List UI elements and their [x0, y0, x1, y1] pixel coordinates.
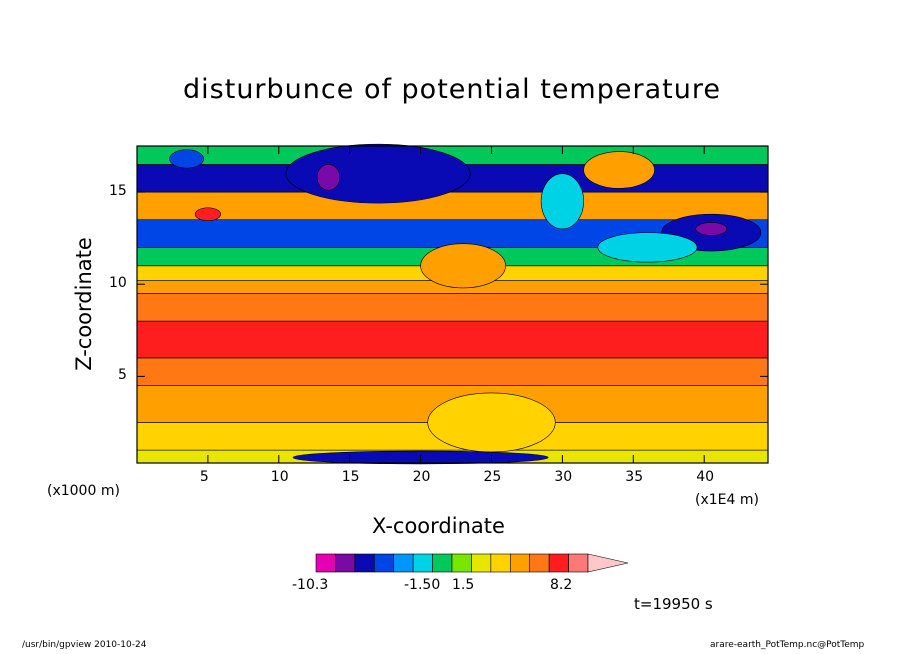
x-tick-label-25: 25	[483, 469, 502, 485]
axis-ticks	[137, 146, 768, 463]
time-label: t=19950 s	[634, 595, 713, 613]
colorbar	[315, 553, 629, 573]
anomaly-9	[427, 392, 556, 453]
colorbar-swatch-4	[393, 553, 414, 573]
x-axis-label: X-coordinate	[372, 514, 505, 538]
colorbar-swatch-3	[373, 553, 395, 573]
footer-source: arare-earth_PotTemp.nc@PotTemp	[710, 640, 865, 650]
colorbar-swatch-13	[568, 553, 589, 573]
colorbar-swatch-6	[432, 553, 453, 573]
anomaly-4	[695, 222, 728, 236]
colorbar-label-2: 1.5	[452, 577, 475, 593]
colorbar-swatch-1	[335, 553, 356, 573]
x-tick-label-5: 5	[199, 469, 209, 485]
x-tick-label-30: 30	[554, 469, 573, 485]
x-tick-label-20: 20	[412, 469, 431, 485]
x-unit-label: (x1000 m)	[47, 483, 120, 499]
anomaly-10	[169, 149, 204, 169]
colorbar-arrow	[587, 553, 629, 573]
temperature-field	[136, 145, 769, 464]
field-layer-3	[136, 357, 769, 386]
colorbar-swatch-10	[509, 553, 531, 573]
x-tick-label-35: 35	[625, 469, 644, 485]
colorbar-swatch-12	[548, 553, 569, 573]
field-layer-4	[136, 320, 769, 359]
x-tick-label-10: 10	[270, 469, 289, 485]
anomaly-11	[540, 173, 584, 230]
anomaly-0	[285, 143, 471, 204]
colorbar-swatch-11	[529, 553, 550, 573]
y-tick-label-15: 15	[109, 183, 127, 200]
temperature-anomalies	[169, 143, 762, 465]
field-layer-5	[136, 293, 769, 322]
x-unit-label-secondary: (x1E4 m)	[695, 492, 759, 508]
x-tick-label-15: 15	[341, 469, 360, 485]
chart-title: disturbunce of potential temperature	[183, 74, 721, 105]
anomaly-1	[316, 164, 341, 191]
field-layer-10	[136, 191, 769, 221]
colorbar-label-3: 8.2	[550, 577, 573, 593]
colorbar-swatch-2	[354, 553, 375, 573]
colorbar-swatch-0	[315, 553, 336, 573]
anomaly-6	[420, 243, 506, 289]
colorbar-swatch-9	[490, 553, 511, 573]
y-axis-label: Z-coordinate	[72, 237, 96, 371]
y-tick-label-10: 10	[109, 275, 127, 292]
colorbar-swatch-5	[412, 553, 433, 573]
plot-frame	[136, 145, 769, 464]
colorbar-label-0: -10.3	[292, 577, 329, 593]
y-tick-label-5: 5	[118, 367, 127, 384]
anomaly-5	[194, 207, 221, 221]
colorbar-label-1: -1.50	[404, 577, 441, 593]
colorbar-swatch-8	[471, 553, 492, 573]
x-tick-label-40: 40	[696, 469, 715, 485]
colorbar-swatch-7	[451, 553, 472, 573]
footer-command: /usr/bin/gpview 2010-10-24	[22, 640, 147, 650]
anomaly-7	[597, 232, 698, 263]
anomaly-2	[583, 151, 655, 189]
